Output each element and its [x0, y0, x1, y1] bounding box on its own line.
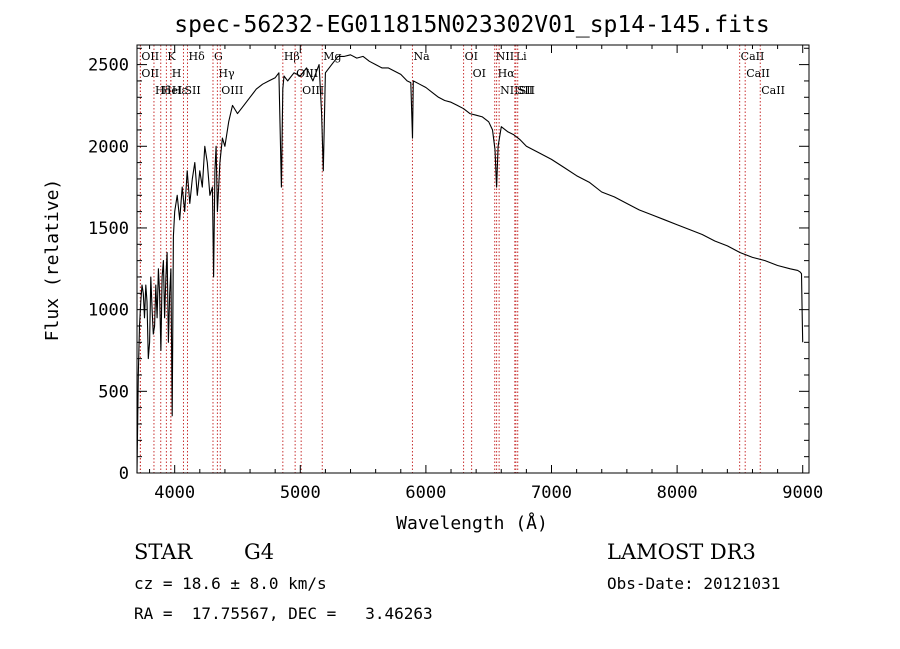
line-label: NII	[500, 84, 518, 97]
line-label: G	[214, 50, 223, 63]
spectrum-series	[136, 54, 804, 474]
line-label: OI	[473, 67, 486, 80]
y-tick-label: 1500	[88, 219, 129, 239]
line-label: Li	[516, 50, 527, 63]
line-label: Hδ	[188, 50, 205, 63]
x-tick-label: 6000	[405, 483, 446, 503]
y-axis-label: Flux (relative)	[42, 179, 63, 342]
spectrum-line	[136, 54, 804, 474]
x-tick-label: 5000	[280, 483, 321, 503]
y-tick-label: 2000	[88, 137, 129, 157]
line-label: Hβ	[284, 50, 300, 63]
y-tick-label: 1000	[88, 301, 129, 321]
survey-name: LAMOST DR3	[607, 540, 756, 564]
line-label: SII	[519, 84, 535, 97]
x-axis-label: Wavelength (Å)	[396, 512, 548, 534]
line-label: Na	[413, 50, 430, 63]
y-tick-label: 2500	[88, 56, 129, 76]
axis-ticks: 4000 5000 6000 7000 8000 9000 0 500 1000 1500 2000…	[88, 45, 823, 503]
line-label: K	[167, 50, 176, 63]
line-label: CaII	[741, 50, 765, 63]
y-tick-label: 0	[119, 464, 129, 484]
line-label: Hδ	[155, 84, 172, 97]
object-class: STAR	[134, 540, 193, 564]
line-label: NII	[496, 50, 514, 63]
line-label: Hγ	[218, 67, 235, 80]
line-label: Hα	[498, 67, 516, 80]
redshift-text: cz = 18.6 ± 8.0 km/s	[134, 574, 327, 593]
x-tick-label: 9000	[782, 483, 823, 503]
object-subclass: G4	[244, 540, 274, 564]
line-label: H	[172, 67, 182, 80]
x-tick-label: 4000	[154, 483, 195, 503]
line-label: OII	[141, 67, 159, 80]
y-tick-label: 500	[98, 382, 129, 402]
line-label: CaII	[761, 84, 785, 97]
line-label: OIII	[221, 84, 243, 97]
line-label: OIII	[302, 84, 324, 97]
coordinates-text: RA = 17.75567, DEC = 3.46263	[134, 604, 433, 623]
obs-date-text: Obs-Date: 20121031	[607, 574, 780, 593]
chart-title: spec-56232-EG011815N023302V01_sp14-145.f…	[174, 12, 769, 38]
plot-axes	[136, 44, 810, 474]
line-label: SII	[184, 84, 200, 97]
line-label: OII	[141, 50, 159, 63]
x-tick-label: 8000	[657, 483, 698, 503]
plot-frame	[136, 44, 810, 474]
line-label: CaII	[746, 67, 770, 80]
line-label: SII	[517, 84, 533, 97]
x-tick-label: 7000	[531, 483, 572, 503]
line-label: Mg	[323, 50, 341, 63]
